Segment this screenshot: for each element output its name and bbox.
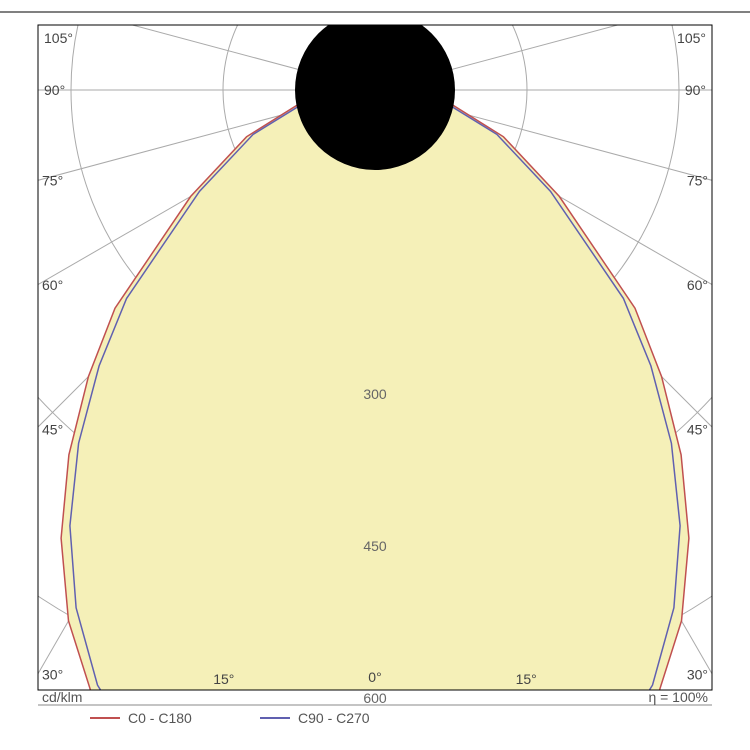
angle-label-right: 30° bbox=[687, 667, 708, 683]
radial-label: 450 bbox=[363, 538, 387, 554]
angle-label-left: 30° bbox=[42, 667, 63, 683]
angle-label-zero: 0° bbox=[368, 669, 381, 685]
legend-label: C0 - C180 bbox=[128, 710, 192, 726]
angle-label-right: 105° bbox=[677, 30, 706, 46]
polar-chart-container: 105° 90° 75° 60° 45° 30° 15° 105° 90° 75° 60° 45° 30… bbox=[0, 0, 750, 750]
polar-chart-svg: 105° 90° 75° 60° 45° 30° 15° 105° 90° 75° 60° 45° 30… bbox=[0, 0, 750, 750]
angle-label-right: 90° bbox=[685, 82, 706, 98]
efficiency-label: η = 100% bbox=[648, 689, 708, 705]
legend-label: C90 - C270 bbox=[298, 710, 370, 726]
angle-label-right: 15° bbox=[516, 671, 537, 687]
angle-label-left: 60° bbox=[42, 277, 63, 293]
angle-label-right: 75° bbox=[687, 173, 708, 189]
angle-label-right: 60° bbox=[687, 277, 708, 293]
angle-label-right: 45° bbox=[687, 421, 708, 437]
radial-label: 300 bbox=[363, 386, 387, 402]
unit-label: cd/klm bbox=[42, 689, 82, 705]
angle-label-left: 90° bbox=[44, 82, 65, 98]
radial-label: 600 bbox=[363, 690, 387, 706]
angle-label-left: 75° bbox=[42, 173, 63, 189]
angle-label-left: 15° bbox=[213, 671, 234, 687]
angle-label-left: 45° bbox=[42, 421, 63, 437]
angle-label-left: 105° bbox=[44, 30, 73, 46]
